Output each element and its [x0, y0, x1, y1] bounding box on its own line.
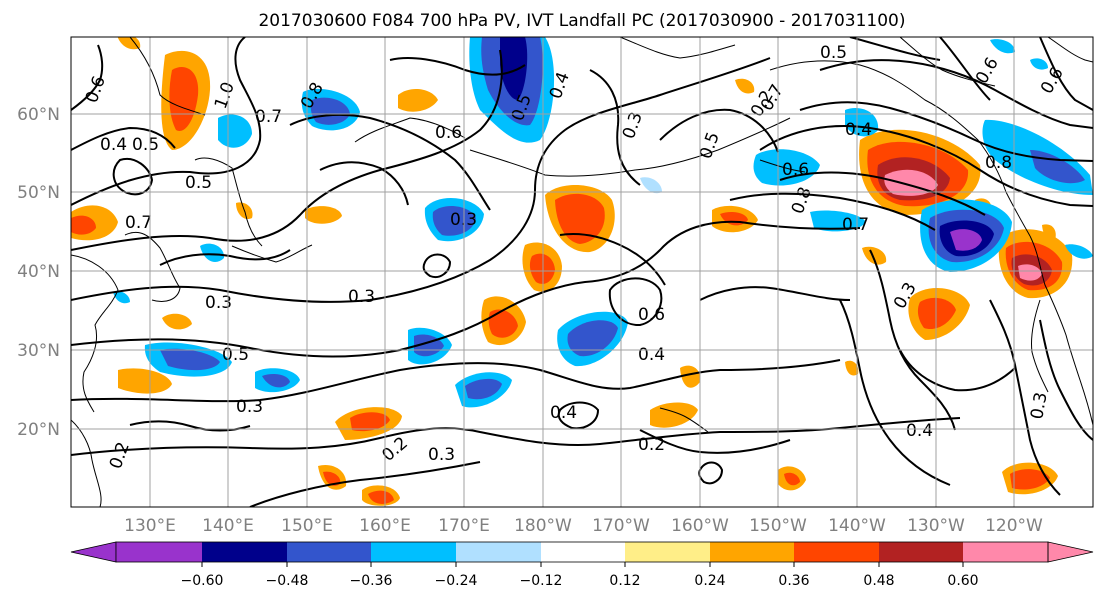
- contour-label: 0.4: [906, 421, 933, 441]
- lat-label: 50°N: [17, 183, 60, 203]
- colorbar-tick-label: 0.12: [609, 573, 640, 589]
- lon-label: 170°W: [592, 516, 650, 536]
- colorbar-tick-label: −0.24: [435, 573, 478, 589]
- contour-label: 0.7: [125, 213, 152, 233]
- lon-label: 140°W: [828, 516, 886, 536]
- colorbar-swatch: [879, 542, 963, 562]
- colorbar-swatch: [202, 542, 287, 562]
- colorbar-swatch: [710, 542, 794, 562]
- contour-label: 0.2: [638, 435, 665, 455]
- contour-label: 0.3: [1027, 391, 1051, 421]
- contour-label: 0.4: [550, 403, 577, 423]
- colorbar-swatch: [456, 542, 541, 562]
- colorbar-tick-label: −0.60: [181, 573, 224, 589]
- contour-label: 0.7: [255, 107, 282, 127]
- contour-label: 0.6: [782, 160, 809, 180]
- colorbar-tick-label: 0.36: [778, 573, 809, 589]
- lat-label: 40°N: [17, 262, 60, 282]
- lon-label: 140°E: [202, 516, 254, 536]
- lon-label: 160°W: [671, 516, 729, 536]
- colorbar-tick-label: −0.12: [520, 573, 563, 589]
- coastlines: [71, 37, 1093, 507]
- contour-label: 0.8: [985, 153, 1012, 173]
- map-frame: [70, 36, 1094, 508]
- lon-label: 130°E: [124, 516, 176, 536]
- contour-label: 0.4: [100, 135, 127, 155]
- contour-label: 0.5: [820, 43, 847, 63]
- contour-label: 0.4: [845, 120, 872, 140]
- contour-label: 0.6: [435, 123, 462, 143]
- colorbar-tick-label: 0.48: [863, 573, 894, 589]
- contour-label: 0.5: [185, 173, 212, 193]
- colorbar-swatch: [625, 542, 710, 562]
- lat-label: 60°N: [17, 105, 60, 125]
- lon-label: 120°W: [985, 516, 1043, 536]
- contour-label: 0.3: [428, 445, 455, 465]
- contour-label: 0.3: [236, 397, 263, 417]
- map-title: 2017030600 F084 700 hPa PV, IVT Landfall…: [258, 11, 905, 31]
- lon-label: 150°E: [281, 516, 333, 536]
- longitude-labels: 130°E 140°E 150°E 160°E 170°E 180°W 170°…: [124, 516, 1043, 536]
- map-panel: 0.6 0.4 0.5 1.0 0.7 0.8 0.6 0.5 0.3 0.7 …: [71, 37, 1093, 507]
- pv-contours: [71, 37, 1093, 507]
- colorbar-swatch: [794, 542, 879, 562]
- colorbar-extend-low: [70, 541, 117, 563]
- lon-label: 150°W: [749, 516, 807, 536]
- lon-label: 160°E: [359, 516, 411, 536]
- colorbar: −0.60 −0.48 −0.36 −0.24 −0.12 0.12 0.24 …: [70, 541, 1094, 589]
- lat-label: 20°N: [17, 420, 60, 440]
- graticule: [71, 37, 1093, 507]
- lon-label: 180°W: [514, 516, 572, 536]
- colorbar-swatch: [963, 542, 1048, 562]
- colorbar-swatch: [371, 542, 456, 562]
- lon-label: 130°W: [907, 516, 965, 536]
- colorbar-swatch: [116, 542, 202, 562]
- contour-label: 0.3: [348, 287, 375, 307]
- colorbar-swatch: [541, 542, 625, 562]
- contour-label: 0.6: [638, 305, 665, 325]
- colorbar-tick-label: −0.36: [350, 573, 393, 589]
- colorbar-swatch: [287, 542, 371, 562]
- lon-label: 170°E: [438, 516, 490, 536]
- latitude-labels: 60°N 50°N 40°N 30°N 20°N: [17, 105, 60, 440]
- colorbar-tick-label: 0.60: [947, 573, 978, 589]
- colorbar-ticks: [201, 562, 964, 567]
- lat-label: 30°N: [17, 341, 60, 361]
- colorbar-tick-label: 0.24: [694, 573, 725, 589]
- contour-label: 0.4: [638, 345, 665, 365]
- colorbar-tick-label: −0.48: [266, 573, 309, 589]
- contour-label: 0.5: [132, 135, 159, 155]
- colorbar-outline: [115, 541, 1049, 563]
- colorbar-extend-high: [1047, 541, 1094, 563]
- contour-label: 0.7: [842, 215, 869, 235]
- contour-label: 0.3: [205, 293, 232, 313]
- contour-label: 0.5: [222, 345, 249, 365]
